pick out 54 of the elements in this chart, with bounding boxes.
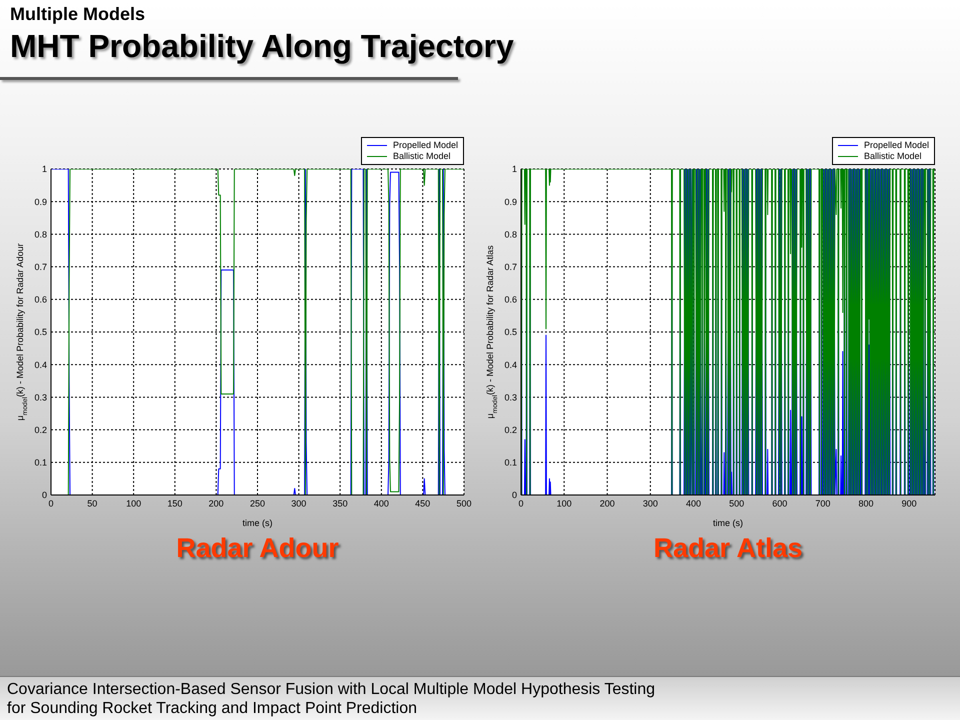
x-tick-label: 50 — [87, 498, 98, 508]
y-tick-label: 0.6 — [504, 294, 517, 305]
y-tick-label: 0.3 — [504, 392, 517, 402]
y-tick-label: 0.7 — [34, 262, 47, 272]
text: Radar Adour — [175, 533, 340, 564]
x-tick-label: 800 — [858, 498, 874, 508]
x-tick-label: 350 — [332, 498, 348, 508]
text: Covariance Intersection-Based Sensor Fusion with Local Multiple Model Hypothesis Testing for Sounding Rocket Tracking and Impact Point Prediction — [7, 680, 656, 718]
legend-label: Propelled Model — [864, 140, 929, 151]
y-tick-label: 0.4 — [504, 360, 517, 370]
legend-label: Ballistic Model — [864, 151, 922, 162]
x-tick-label: 0 — [48, 498, 54, 508]
text: Radar Atlas — [652, 533, 804, 564]
x-tick-label: 400 — [374, 498, 389, 508]
x-tick-label: 400 — [686, 498, 702, 508]
y-tick-label: 0.3 — [34, 392, 47, 402]
x-tick-label: 250 — [250, 498, 266, 508]
y-tick-label: 0.4 — [34, 360, 47, 370]
x-tick-label: 150 — [167, 498, 182, 508]
y-tick-label: 0.2 — [34, 424, 47, 435]
x-tick-label: 200 — [600, 498, 615, 508]
y-tick-label: 1 — [42, 164, 47, 174]
x-tick-label: 200 — [208, 498, 224, 508]
y-tick-label: 0.9 — [504, 196, 517, 207]
y-tick-label: 0 — [512, 490, 517, 500]
y-tick-label: 0.2 — [504, 424, 517, 435]
y-tick-label: 0.8 — [34, 229, 47, 240]
x-tick-label: 300 — [291, 498, 306, 508]
x-tick-label: 0 — [518, 498, 524, 508]
x-axis-title: time (s) — [242, 518, 272, 528]
legend-label: Ballistic Model — [392, 151, 450, 162]
x-tick-label: 100 — [556, 498, 572, 508]
text: Multiple Models — [10, 4, 145, 25]
y-tick-label: 0.8 — [504, 229, 517, 240]
x-tick-label: 600 — [772, 498, 788, 508]
y-tick-label: 0.6 — [34, 294, 47, 305]
text: MHT Probability Along Trajectory — [10, 28, 514, 65]
x-tick-label: 500 — [729, 498, 744, 508]
x-axis-title: time (s) — [713, 518, 743, 528]
legend-label: Propelled Model — [392, 140, 458, 151]
x-tick-label: 900 — [902, 498, 917, 508]
x-tick-label: 300 — [642, 498, 658, 508]
y-tick-label: 0.1 — [34, 458, 47, 468]
x-tick-label: 700 — [815, 498, 830, 508]
y-tick-label: 0 — [42, 490, 47, 500]
y-tick-label: 0.7 — [504, 262, 517, 272]
y-tick-label: 1 — [512, 164, 517, 174]
x-tick-label: 100 — [126, 498, 142, 508]
y-tick-label: 0.5 — [34, 327, 47, 338]
y-tick-label: 0.1 — [504, 458, 517, 468]
y-tick-label: 0.9 — [34, 196, 47, 207]
y-tick-label: 0.5 — [504, 327, 517, 338]
x-tick-label: 500 — [456, 498, 472, 508]
x-tick-label: 450 — [415, 498, 430, 508]
